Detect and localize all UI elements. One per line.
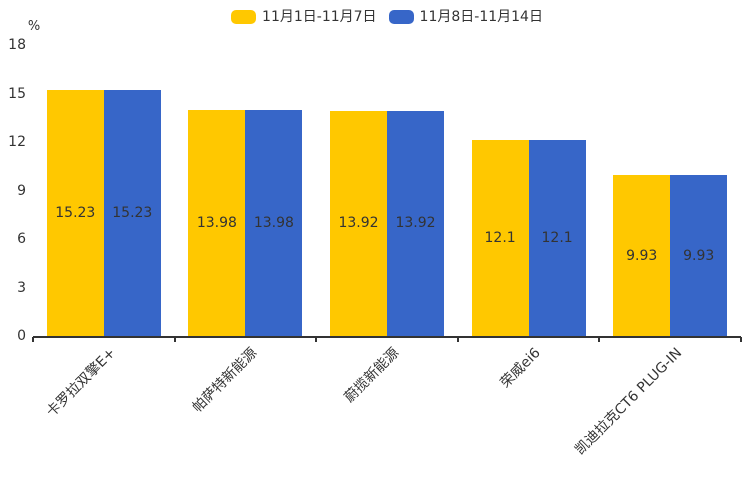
legend-swatch-icon — [231, 10, 257, 24]
bar-value-label: 13.98 — [196, 214, 237, 231]
bar-value-label: 12.1 — [541, 230, 573, 247]
legend-label: 11月1日-11月7日 — [262, 9, 377, 25]
bar: 12.1 — [528, 140, 586, 336]
x-axis-tick — [173, 337, 176, 342]
x-category-label: 卡罗拉双擎E+ — [43, 345, 120, 421]
y-tick-label: 18 — [8, 37, 26, 53]
x-category-label: 蔚揽新能源 — [341, 345, 403, 406]
bar-value-label: 15.23 — [55, 204, 96, 221]
x-axis-tick — [315, 337, 318, 342]
bar-value-label: 13.92 — [395, 215, 436, 232]
bar: 15.23 — [46, 89, 104, 336]
x-axis-line — [33, 336, 741, 338]
bar: 13.92 — [330, 110, 387, 336]
y-tick-label: 3 — [17, 279, 26, 296]
bar-value-label: 13.92 — [338, 215, 379, 232]
bar-value-label: 15.23 — [112, 204, 153, 221]
bar: 9.93 — [670, 175, 728, 336]
x-category-label: 帕萨特新能源 — [190, 345, 261, 416]
legend-item: 11月1日-11月7日 — [231, 8, 377, 26]
legend-swatch-icon — [388, 10, 414, 24]
bar-value-label: 9.93 — [626, 247, 658, 264]
legend-label: 11月8日-11月14日 — [419, 9, 543, 25]
y-tick-label: 12 — [8, 134, 26, 150]
y-tick-label: 15 — [8, 85, 26, 102]
x-axis-tick — [32, 337, 34, 342]
bar: 9.93 — [613, 175, 671, 336]
legend-item: 11月8日-11月14日 — [388, 8, 543, 26]
x-axis-tick — [456, 337, 459, 342]
y-tick-label: 6 — [17, 231, 26, 247]
bar: 15.23 — [103, 89, 161, 336]
x-axis-tick — [740, 337, 742, 342]
bar-value-label: 12.1 — [484, 230, 516, 247]
x-category-label: 凯迪拉克CT6 PLUG-IN — [572, 345, 686, 459]
bar-value-label: 9.93 — [683, 247, 715, 264]
bar: 13.98 — [188, 109, 246, 336]
y-tick-label: 9 — [17, 182, 26, 199]
x-axis-tick — [598, 337, 601, 342]
chart-legend: 11月1日-11月7日 11月8日-11月14日 — [33, 8, 741, 26]
bar: 13.92 — [387, 110, 444, 336]
y-tick-label: 0 — [17, 328, 26, 344]
bar: 12.1 — [471, 140, 529, 336]
y-axis-unit-label: % — [27, 19, 41, 34]
bar-value-label: 13.98 — [253, 214, 294, 231]
bar: 13.98 — [245, 109, 303, 336]
x-category-label: 荣威ei6 — [497, 345, 544, 392]
